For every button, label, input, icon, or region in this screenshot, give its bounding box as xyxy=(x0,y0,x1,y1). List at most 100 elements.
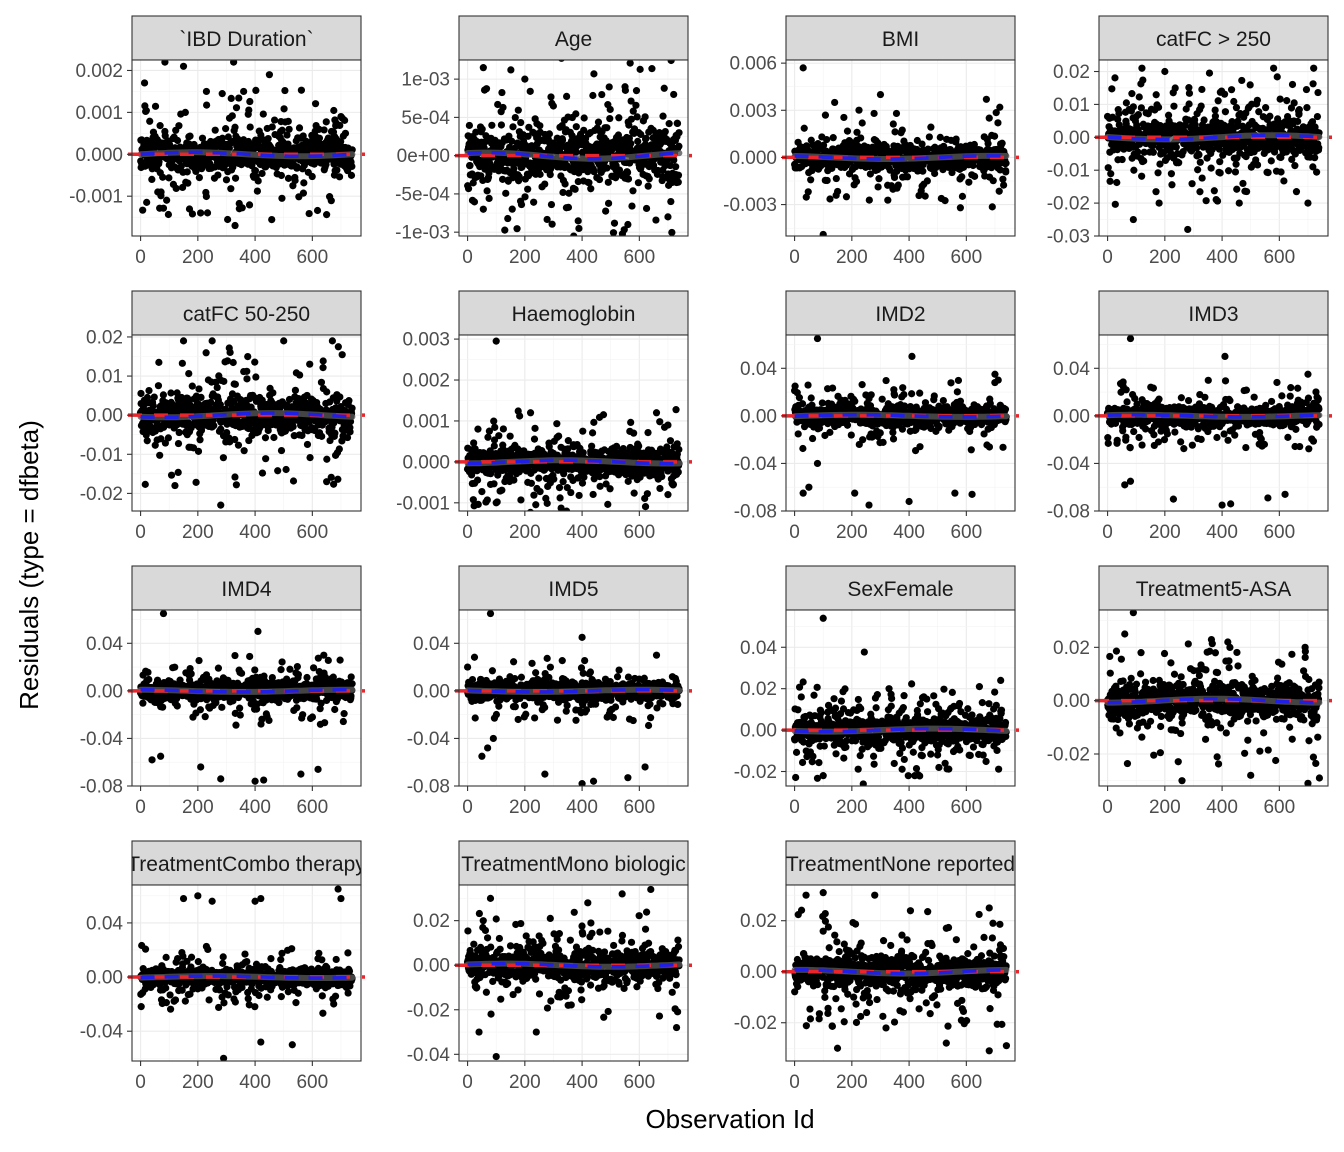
data-point xyxy=(516,412,524,420)
outlier-point xyxy=(179,62,188,70)
outlier-point xyxy=(876,90,885,99)
data-point xyxy=(874,183,882,191)
data-point xyxy=(1216,158,1224,166)
data-point xyxy=(1188,180,1196,188)
data-point xyxy=(506,432,514,440)
data-point xyxy=(305,209,313,218)
data-point xyxy=(299,189,308,197)
data-point xyxy=(1232,104,1241,112)
data-point xyxy=(277,446,286,455)
outlier-point xyxy=(652,409,661,417)
data-point xyxy=(167,471,176,479)
data-point xyxy=(648,65,656,73)
data-point xyxy=(270,116,279,124)
data-point xyxy=(878,395,886,403)
data-point xyxy=(224,215,232,224)
data-point xyxy=(641,113,649,121)
data-point xyxy=(336,121,344,130)
data-point xyxy=(558,136,567,144)
data-point xyxy=(567,488,575,497)
data-point xyxy=(1233,185,1241,193)
data-point xyxy=(330,106,338,115)
outlier-point xyxy=(230,60,238,66)
data-point xyxy=(1246,81,1254,89)
data-point xyxy=(163,196,171,204)
outlier-point xyxy=(632,87,641,95)
data-point xyxy=(285,125,293,133)
x-tick-label: 400 xyxy=(566,247,598,268)
data-point xyxy=(474,500,482,508)
data-point xyxy=(596,482,604,490)
data-point xyxy=(194,447,203,455)
data-point xyxy=(1106,177,1114,185)
data-point xyxy=(1292,188,1301,196)
y-tick-label: 0.00 xyxy=(1053,128,1090,149)
data-point xyxy=(341,129,350,137)
data-point xyxy=(799,444,807,453)
data-point xyxy=(989,177,997,185)
outlier-point xyxy=(235,205,243,213)
data-point xyxy=(879,438,887,446)
panel-border xyxy=(458,334,689,512)
data-point xyxy=(818,399,826,407)
data-point xyxy=(184,179,192,187)
data-point xyxy=(148,175,156,183)
data-point xyxy=(517,496,525,504)
data-point xyxy=(675,445,683,454)
data-point xyxy=(599,411,608,419)
data-point xyxy=(488,121,496,129)
data-point xyxy=(177,162,185,170)
x-tick-label: 400 xyxy=(566,522,598,543)
data-point xyxy=(1154,103,1163,111)
data-point xyxy=(606,114,614,123)
data-point xyxy=(1104,164,1112,172)
data-point xyxy=(1262,104,1270,112)
data-point xyxy=(630,489,638,497)
data-point xyxy=(625,121,633,129)
data-point xyxy=(479,512,486,519)
data-point xyxy=(154,382,163,390)
data-point xyxy=(936,133,944,141)
data-point xyxy=(1303,104,1311,112)
data-point xyxy=(1314,88,1322,97)
data-point xyxy=(245,106,253,114)
data-point xyxy=(1213,197,1222,205)
data-point xyxy=(668,448,676,457)
data-point xyxy=(490,417,498,425)
data-point xyxy=(889,435,898,443)
data-point xyxy=(306,454,314,462)
data-point xyxy=(510,476,518,484)
data-point xyxy=(823,136,831,144)
data-point xyxy=(643,490,651,498)
data-point xyxy=(995,187,1003,195)
data-point xyxy=(615,166,624,174)
data-point xyxy=(971,172,979,180)
data-point xyxy=(336,393,344,401)
outlier-point xyxy=(624,220,632,229)
data-point xyxy=(334,475,342,483)
x-tick-label: 200 xyxy=(509,522,541,543)
data-point xyxy=(674,171,683,179)
outlier-point xyxy=(1155,199,1163,207)
data-point xyxy=(900,402,909,410)
data-point xyxy=(826,428,834,436)
data-point xyxy=(252,373,260,381)
data-point xyxy=(956,204,964,212)
data-point xyxy=(175,428,183,437)
data-point xyxy=(1156,160,1164,168)
data-point xyxy=(213,383,221,392)
data-point xyxy=(491,423,499,431)
data-point xyxy=(289,422,297,431)
data-point xyxy=(192,478,200,486)
data-point xyxy=(474,425,482,433)
data-point xyxy=(867,391,875,399)
data-point xyxy=(800,423,809,431)
data-point xyxy=(858,381,866,389)
smooth-line xyxy=(794,154,1007,161)
data-point xyxy=(299,132,307,140)
data-point xyxy=(231,174,240,182)
data-point xyxy=(195,385,203,393)
y-tick-label: 0.001 xyxy=(75,103,123,124)
